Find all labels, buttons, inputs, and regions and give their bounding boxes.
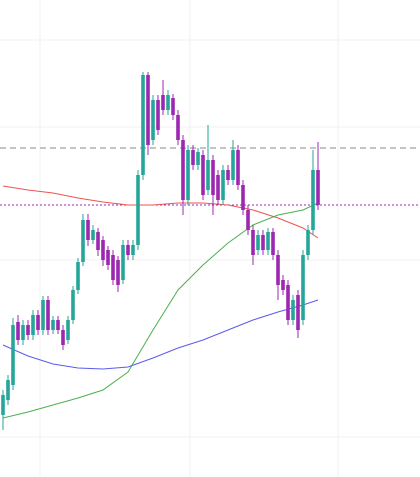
candle-body	[266, 232, 270, 250]
candle-body	[126, 245, 130, 255]
moving-average	[2, 185, 319, 239]
candle-body	[146, 75, 150, 145]
candle-body	[151, 100, 155, 140]
candle-body	[216, 175, 220, 200]
candle-body	[26, 325, 30, 335]
candle-body	[226, 170, 230, 180]
candle-body	[16, 322, 20, 340]
candle-body	[116, 260, 120, 285]
candle-body	[281, 280, 285, 290]
candle-body	[271, 232, 275, 255]
candle-body	[301, 255, 305, 320]
candle-body	[231, 150, 235, 180]
candle-body	[261, 235, 265, 250]
candle-body	[191, 150, 195, 165]
candle-body	[131, 245, 135, 255]
candle-body	[81, 220, 85, 262]
candle-body	[91, 230, 95, 240]
candle-body	[1, 395, 5, 415]
candle-body	[256, 235, 260, 250]
candle-body	[196, 152, 200, 165]
candle-body	[236, 150, 240, 185]
candle-body	[51, 320, 55, 330]
candle-body	[201, 155, 205, 195]
candle-body	[121, 245, 125, 280]
candle-body	[166, 95, 170, 110]
candle-body	[211, 160, 215, 195]
candle-body	[111, 255, 115, 280]
candle-body	[241, 185, 245, 210]
candle-body	[171, 98, 175, 115]
candle-body	[316, 170, 320, 205]
candle-body	[161, 95, 165, 110]
candle-body	[11, 325, 15, 385]
candle-body	[186, 150, 190, 200]
candle-body	[6, 380, 10, 400]
candle-body	[46, 300, 50, 330]
candle-body	[71, 290, 75, 320]
candle-body	[106, 250, 110, 265]
candle-body	[291, 300, 295, 320]
candle-body	[66, 320, 70, 340]
candle-body	[286, 285, 290, 320]
candle-body	[246, 210, 250, 230]
candle-body	[36, 315, 40, 330]
candle-body	[156, 100, 160, 130]
candle-body	[206, 160, 210, 190]
candle-body	[56, 320, 60, 330]
candle-body	[306, 230, 310, 255]
candle-body	[296, 295, 300, 330]
candle-body	[251, 230, 255, 255]
candle-body	[41, 300, 45, 330]
candle-body	[136, 175, 140, 245]
candle-body	[311, 170, 315, 230]
candle-body	[221, 170, 225, 200]
moving-average	[2, 299, 319, 370]
candle-body	[61, 330, 65, 345]
candle-body	[141, 75, 145, 175]
candle-body	[276, 255, 280, 285]
candle-body	[176, 115, 180, 140]
candle-body	[76, 262, 80, 290]
candle-body	[181, 140, 185, 200]
candle-body	[101, 240, 105, 260]
candle-body	[21, 325, 25, 340]
candle-body	[31, 315, 35, 335]
candle-body	[96, 232, 100, 250]
moving-average	[2, 202, 319, 419]
candle-body	[86, 220, 90, 240]
